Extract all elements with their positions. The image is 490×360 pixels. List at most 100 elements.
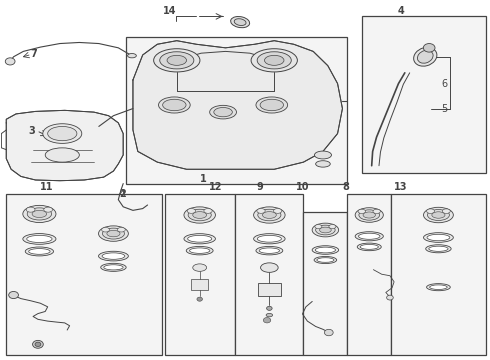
Text: 2: 2 <box>119 189 125 199</box>
Ellipse shape <box>266 314 272 317</box>
Ellipse shape <box>355 208 383 222</box>
Ellipse shape <box>329 225 336 229</box>
Ellipse shape <box>373 209 380 213</box>
Ellipse shape <box>315 151 331 159</box>
Ellipse shape <box>163 99 186 111</box>
Bar <box>235 194 303 355</box>
Ellipse shape <box>251 49 297 72</box>
Ellipse shape <box>118 228 125 232</box>
Ellipse shape <box>357 243 381 251</box>
Ellipse shape <box>160 52 194 69</box>
Ellipse shape <box>429 246 448 251</box>
Ellipse shape <box>29 249 50 254</box>
Ellipse shape <box>210 105 237 119</box>
Ellipse shape <box>193 212 207 219</box>
Ellipse shape <box>184 207 216 223</box>
Ellipse shape <box>355 232 383 241</box>
Circle shape <box>32 341 43 348</box>
Ellipse shape <box>188 235 212 242</box>
Circle shape <box>35 342 41 346</box>
Ellipse shape <box>23 205 56 222</box>
Bar <box>125 37 347 184</box>
Text: 13: 13 <box>394 182 408 192</box>
Bar <box>192 279 208 290</box>
Ellipse shape <box>254 234 285 244</box>
Text: 14: 14 <box>163 6 176 16</box>
Ellipse shape <box>359 210 380 220</box>
Bar <box>165 194 235 355</box>
Ellipse shape <box>260 99 284 111</box>
Ellipse shape <box>45 148 79 162</box>
Polygon shape <box>6 111 123 181</box>
Ellipse shape <box>214 108 232 117</box>
Text: 12: 12 <box>209 182 222 192</box>
Ellipse shape <box>154 49 200 72</box>
Ellipse shape <box>423 207 453 223</box>
Ellipse shape <box>98 251 128 261</box>
Ellipse shape <box>43 124 82 143</box>
Ellipse shape <box>273 208 282 213</box>
Ellipse shape <box>104 265 123 270</box>
Ellipse shape <box>167 55 187 65</box>
Ellipse shape <box>259 248 279 253</box>
Ellipse shape <box>184 234 216 244</box>
Ellipse shape <box>312 223 339 237</box>
Ellipse shape <box>26 207 35 212</box>
Ellipse shape <box>427 284 450 291</box>
Ellipse shape <box>256 97 288 113</box>
Ellipse shape <box>159 97 190 113</box>
Ellipse shape <box>414 48 437 66</box>
Text: 8: 8 <box>342 182 349 192</box>
Ellipse shape <box>319 227 331 233</box>
Ellipse shape <box>258 209 281 221</box>
Text: 3: 3 <box>28 126 35 136</box>
Ellipse shape <box>187 208 196 213</box>
Ellipse shape <box>32 210 47 217</box>
Ellipse shape <box>101 228 109 232</box>
Ellipse shape <box>263 212 276 219</box>
Ellipse shape <box>231 17 249 28</box>
Ellipse shape <box>23 234 56 244</box>
Ellipse shape <box>27 235 52 243</box>
Ellipse shape <box>316 225 335 235</box>
Ellipse shape <box>25 247 53 256</box>
Ellipse shape <box>430 285 447 289</box>
Bar <box>362 16 486 173</box>
Ellipse shape <box>317 258 334 262</box>
Ellipse shape <box>432 212 445 218</box>
Circle shape <box>9 292 19 298</box>
Ellipse shape <box>127 54 136 58</box>
Ellipse shape <box>102 228 124 239</box>
Circle shape <box>423 44 435 52</box>
Ellipse shape <box>257 52 291 69</box>
Bar <box>6 194 162 355</box>
Ellipse shape <box>315 225 322 229</box>
Ellipse shape <box>261 263 278 273</box>
Ellipse shape <box>102 253 125 259</box>
Ellipse shape <box>48 126 77 141</box>
Text: 10: 10 <box>296 182 309 192</box>
Text: 6: 6 <box>441 78 448 89</box>
Ellipse shape <box>363 212 375 218</box>
Text: 5: 5 <box>441 104 448 113</box>
Circle shape <box>263 318 271 323</box>
Ellipse shape <box>98 226 128 241</box>
Ellipse shape <box>186 246 213 255</box>
Circle shape <box>5 58 15 65</box>
Ellipse shape <box>423 233 453 242</box>
Ellipse shape <box>256 246 283 255</box>
Bar <box>258 283 281 296</box>
Ellipse shape <box>234 19 246 26</box>
Circle shape <box>387 295 393 300</box>
Text: 7: 7 <box>30 49 37 59</box>
Ellipse shape <box>427 209 435 213</box>
Ellipse shape <box>427 210 449 220</box>
Polygon shape <box>133 41 343 169</box>
Ellipse shape <box>193 264 207 271</box>
Ellipse shape <box>204 208 212 213</box>
Text: 1: 1 <box>200 174 207 184</box>
Ellipse shape <box>257 235 281 242</box>
Text: 4: 4 <box>397 6 404 16</box>
Circle shape <box>324 329 333 336</box>
Ellipse shape <box>257 208 265 213</box>
